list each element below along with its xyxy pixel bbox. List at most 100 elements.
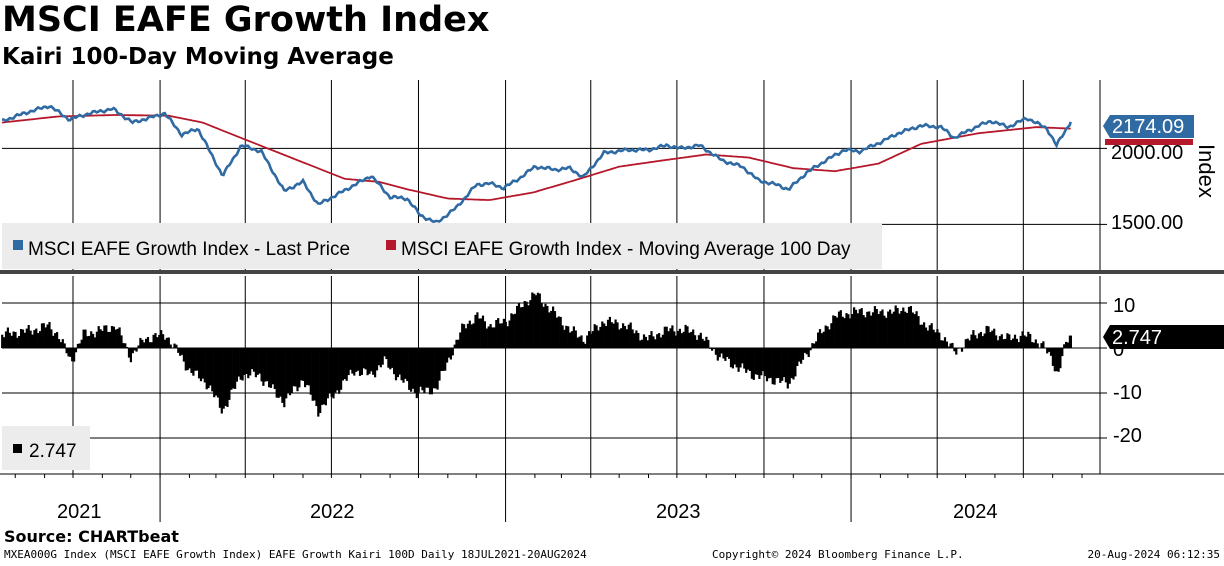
kairi-bar: [813, 343, 816, 348]
kairi-bar: [97, 326, 100, 348]
kairi-bar: [481, 315, 485, 348]
kairi-bar: [1057, 348, 1060, 372]
kairi-bar: [538, 293, 541, 348]
kairi-bar: [169, 344, 172, 348]
kairi-bar: [1017, 342, 1020, 348]
kairi-bar: [775, 348, 778, 379]
kairi-bar: [268, 348, 271, 388]
kairi-bar: [39, 331, 42, 348]
kairi-bar: [641, 339, 644, 348]
kairi-bar: [552, 306, 555, 348]
kairi-bar: [671, 325, 674, 348]
kairi-bar: [1025, 336, 1028, 348]
kairi-bar: [597, 330, 600, 348]
kairi-bar: [635, 330, 638, 348]
kairi-bar: [798, 348, 801, 362]
kairi-bar: [184, 348, 187, 371]
kairi-bar: [1055, 348, 1058, 372]
kairi-bar: [126, 347, 129, 348]
kairi-bar: [287, 348, 290, 393]
kairi-bar: [998, 336, 1001, 348]
kairi-bar: [415, 348, 418, 399]
kairi-bar: [281, 348, 284, 403]
kairi-bar: [690, 331, 693, 348]
kairi-bar: [631, 329, 634, 348]
kairi-bar: [557, 316, 560, 348]
kairi-bar: [440, 348, 443, 371]
kairi-bar: [410, 348, 413, 392]
kairi-bar: [48, 322, 51, 348]
kairi-bar: [540, 302, 543, 348]
kairi-bar: [765, 348, 769, 382]
kairi-bar: [694, 335, 697, 348]
kairi-bar: [889, 309, 892, 348]
kairi-bar: [275, 348, 278, 398]
kairi-bar: [417, 348, 420, 393]
kairi-bar: [584, 343, 587, 348]
kairi-bar: [179, 348, 182, 356]
kairi-bar: [383, 348, 386, 357]
kairi-bar: [226, 348, 229, 407]
kairi-bar: [196, 348, 199, 371]
kairi-bar: [712, 348, 716, 349]
kairi-bar: [508, 320, 511, 348]
kairi-bar: [273, 348, 276, 389]
kairi-bar: [688, 332, 691, 348]
chart-subtitle: Kairi 100-Day Moving Average: [2, 44, 394, 70]
kairi-bar: [135, 348, 138, 352]
kairi-bar: [841, 316, 844, 348]
kairi-bar: [1008, 334, 1011, 348]
kairi-bar: [709, 348, 712, 349]
kairi-bar: [364, 348, 367, 370]
kairi-bar: [665, 326, 668, 348]
kairi-bar: [1042, 341, 1045, 348]
kairi-bar: [353, 348, 356, 376]
kairi-bar: [54, 333, 57, 348]
kairi-bar: [163, 339, 167, 348]
kairi-legend-swatch: [13, 444, 22, 453]
kairi-bar: [824, 325, 827, 348]
kairi-bar: [438, 348, 441, 381]
kairi-bar: [701, 338, 704, 348]
year-label: 2023: [656, 501, 701, 523]
kairi-bar: [362, 348, 365, 369]
kairi-bar: [305, 348, 309, 385]
kairi-bar: [811, 343, 814, 348]
kairi-bar: [851, 314, 854, 348]
kairi-bar: [8, 332, 11, 348]
kairi-bar: [35, 328, 38, 348]
kairi-bar: [294, 348, 297, 387]
kairi-bar: [215, 348, 218, 396]
ma-last-value-marker: [1105, 139, 1193, 145]
grid-lines: [2, 80, 1100, 474]
kairi-bar: [442, 348, 445, 371]
kairi-bar: [959, 347, 962, 349]
kairi-bar: [222, 348, 225, 409]
kairi-bar: [1023, 335, 1026, 348]
kairi-bar: [315, 348, 318, 407]
kairi-bar: [252, 348, 256, 372]
kairi-bar: [133, 348, 136, 351]
kairi-bar: [1034, 339, 1037, 348]
kairi-bar: [525, 301, 528, 348]
kairi-bar: [1021, 331, 1024, 348]
kairi-bar: [16, 337, 19, 348]
kairi-bar: [375, 348, 379, 371]
kairi-bar: [131, 348, 134, 354]
kairi-bar: [737, 348, 740, 372]
kairi-bar: [781, 348, 784, 381]
kairi-bar: [232, 348, 235, 389]
kairi-bar: [76, 343, 79, 348]
kairi-bar: [1013, 334, 1017, 348]
kairi-bar: [78, 343, 81, 348]
kairi-bar: [143, 342, 146, 348]
kairi-bar: [735, 348, 738, 368]
kairi-bar: [900, 311, 903, 348]
kairi-bar: [99, 329, 102, 348]
kairi-bar: [180, 348, 184, 355]
kairi-bar: [449, 348, 452, 360]
kairi-bar: [1027, 331, 1030, 348]
kairi-bar: [531, 292, 534, 348]
kairi-bar: [404, 348, 407, 379]
kairi-bar: [461, 323, 464, 348]
